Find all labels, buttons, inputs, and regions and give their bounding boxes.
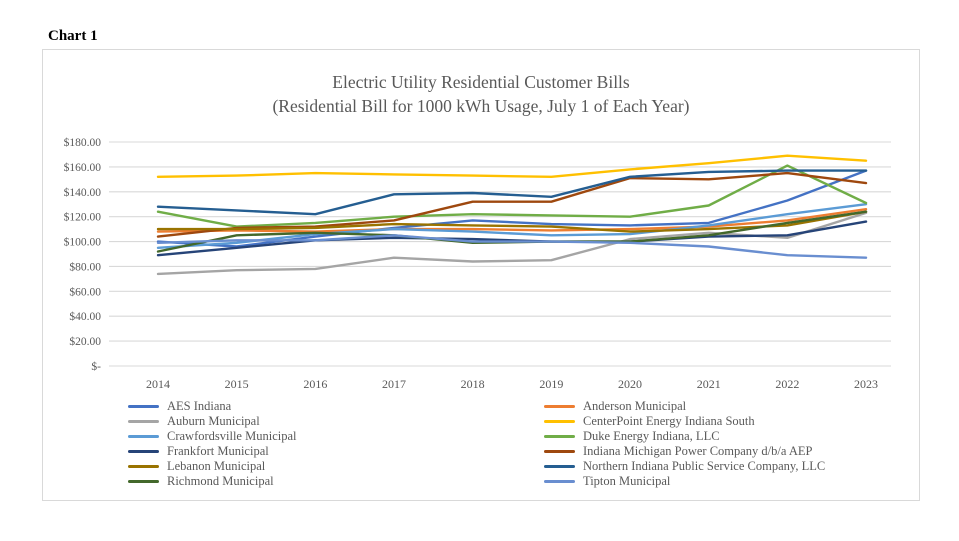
series-line-indiana-michigan-power-company-d-b-a-aep xyxy=(156,171,868,238)
legend-label: Lebanon Municipal xyxy=(167,458,266,473)
legend-label: Crawfordsville Municipal xyxy=(167,428,297,443)
series-line-northern-indiana-public-service-company-llc xyxy=(156,169,868,216)
legend-swatch-northern-indiana-public-service-company-llc xyxy=(544,464,575,468)
legend-item-duke-energy-indiana-llc: Duke Energy Indiana, LLC xyxy=(544,428,825,443)
legend-item-indiana-michigan-power-company-d-b-a-aep: Indiana Michigan Power Company d/b/a AEP xyxy=(544,443,825,458)
chart-title-line1: Electric Utility Residential Customer Bi… xyxy=(332,72,630,92)
legend-item-frankfort-municipal: Frankfort Municipal xyxy=(128,443,544,458)
x-axis-tick-label: 2019 xyxy=(539,377,563,391)
series-line-lebanon-municipal xyxy=(156,210,868,233)
legend-item-centerpoint-energy-indiana-south: CenterPoint Energy Indiana South xyxy=(544,413,825,428)
legend-item-crawfordsville-municipal: Crawfordsville Municipal xyxy=(128,428,544,443)
legend-swatch-anderson-municipal xyxy=(544,404,575,408)
legend-swatch-indiana-michigan-power-company-d-b-a-aep xyxy=(544,449,575,453)
x-axis-tick-label: 2017 xyxy=(382,377,406,391)
y-axis-tick-label: $40.00 xyxy=(69,310,101,323)
y-axis-tick-label: $100.00 xyxy=(64,236,102,249)
y-axis-tick-label: $60.00 xyxy=(69,285,101,298)
legend-label: Tipton Municipal xyxy=(583,473,671,488)
legend-swatch-tipton-municipal xyxy=(544,479,575,483)
legend-item-richmond-municipal: Richmond Municipal xyxy=(128,473,544,488)
legend-item-aes-indiana: AES Indiana xyxy=(128,398,544,413)
series-line-crawfordsville-municipal xyxy=(156,202,868,250)
legend-swatch-duke-energy-indiana-llc xyxy=(544,434,575,438)
legend-item-tipton-municipal: Tipton Municipal xyxy=(544,473,825,488)
legend-swatch-richmond-municipal xyxy=(128,479,159,483)
y-axis-tick-label: $180.00 xyxy=(64,136,102,149)
legend-label: Auburn Municipal xyxy=(167,413,260,428)
legend-label: Anderson Municipal xyxy=(583,398,687,413)
y-axis-tick-label: $20.00 xyxy=(69,335,101,348)
legend-swatch-auburn-municipal xyxy=(128,419,159,423)
series-line-centerpoint-energy-indiana-south xyxy=(156,154,868,178)
y-axis-tick-label: $160.00 xyxy=(64,161,102,174)
series-line-tipton-municipal xyxy=(156,234,868,259)
chart-title-line2: (Residential Bill for 1000 kWh Usage, Ju… xyxy=(272,96,690,116)
y-axis-tick-label: $140.00 xyxy=(64,186,102,199)
legend-label: Indiana Michigan Power Company d/b/a AEP xyxy=(583,443,813,458)
legend-swatch-crawfordsville-municipal xyxy=(128,434,159,438)
chart-title: Electric Utility Residential Customer Bi… xyxy=(43,70,919,118)
legend-item-lebanon-municipal: Lebanon Municipal xyxy=(128,458,544,473)
y-axis-tick-label: $80.00 xyxy=(69,260,101,273)
legend-swatch-centerpoint-energy-indiana-south xyxy=(544,419,575,423)
series-line-aes-indiana xyxy=(156,169,868,248)
x-axis-tick-label: 2014 xyxy=(146,377,170,391)
legend-label: Richmond Municipal xyxy=(167,473,274,488)
series-line-anderson-municipal xyxy=(156,207,868,233)
x-axis-tick-label: 2015 xyxy=(225,377,249,391)
chart-caption: Chart 1 xyxy=(48,28,98,44)
series-line-duke-energy-indiana-llc xyxy=(156,164,868,228)
x-axis-tick-label: 2022 xyxy=(775,377,799,391)
line-chart: $- $20.00 $40.00 $60.00 $80.00 $100.00 $120.00… xyxy=(64,136,891,391)
legend-label: AES Indiana xyxy=(167,398,232,413)
x-axis-tick-label: 2023 xyxy=(854,377,878,391)
chart-container: Electric Utility Residential Customer Bi… xyxy=(42,49,920,501)
legend-label: Frankfort Municipal xyxy=(167,443,269,458)
x-axis-tick-label: 2018 xyxy=(461,377,485,391)
x-axis-tick-label: 2020 xyxy=(618,377,642,391)
chart-legend: AES Indiana Anderson Municipal Auburn Muni… xyxy=(128,398,826,488)
legend-item-anderson-municipal: Anderson Municipal xyxy=(544,398,825,413)
legend-swatch-aes-indiana xyxy=(128,404,159,408)
legend-label: Duke Energy Indiana, LLC xyxy=(583,428,720,443)
x-axis-tick-label: 2021 xyxy=(697,377,721,391)
y-axis-tick-label: $- xyxy=(91,360,101,373)
legend-swatch-frankfort-municipal xyxy=(128,449,159,453)
series-line-frankfort-municipal xyxy=(156,220,868,257)
legend-label: CenterPoint Energy Indiana South xyxy=(583,413,755,428)
legend-item-auburn-municipal: Auburn Municipal xyxy=(128,413,544,428)
legend-item-northern-indiana-public-service-company-llc: Northern Indiana Public Service Company,… xyxy=(544,458,826,473)
y-axis-tick-label: $120.00 xyxy=(64,211,102,224)
legend-label: Northern Indiana Public Service Company,… xyxy=(583,458,826,473)
x-axis-tick-label: 2016 xyxy=(303,377,327,391)
legend-swatch-lebanon-municipal xyxy=(128,464,159,468)
